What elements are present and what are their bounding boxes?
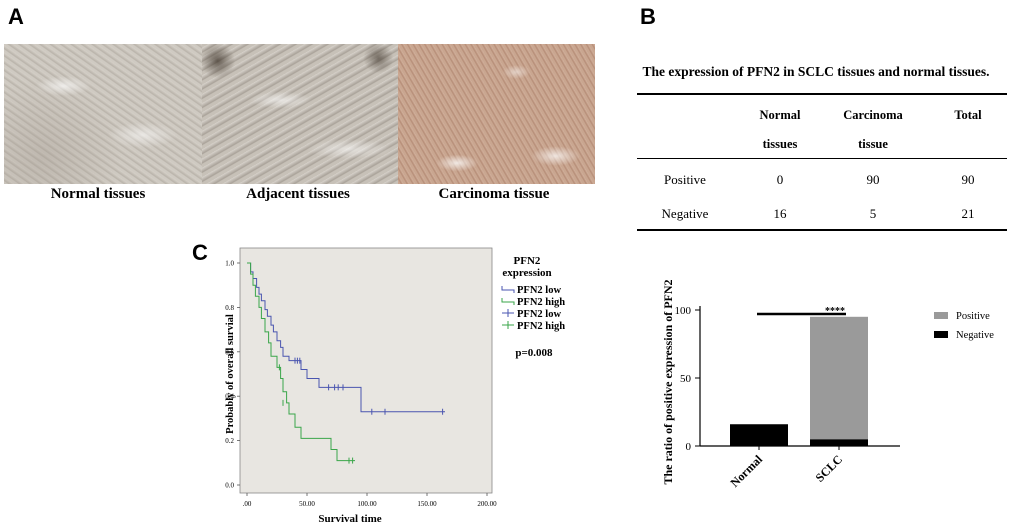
legend-censor-swatch xyxy=(502,321,514,329)
legend-entry: PFN2 low xyxy=(517,309,561,320)
panel-label-c: C xyxy=(192,240,208,265)
legend-line-swatch xyxy=(501,286,515,293)
cell-total: 90 xyxy=(961,172,975,187)
bar-category-label: Normal xyxy=(727,452,765,490)
y-tick-label: 0.4 xyxy=(225,393,234,401)
bar-y-tick-label: 0 xyxy=(686,441,692,453)
header-normal-line1: Normal xyxy=(759,108,801,122)
p-value-annotation: p=0.008 xyxy=(515,347,553,359)
x-tick-label: .00 xyxy=(243,500,252,508)
pfn2-low-survival-curve xyxy=(247,262,445,413)
y-tick-label: 0.0 xyxy=(225,482,234,490)
plot-background xyxy=(239,247,493,494)
x-tick-label: 150.00 xyxy=(417,500,437,508)
bar-legend-label: Negative xyxy=(956,330,994,341)
normal-tissues-caption: Normal tissues xyxy=(50,186,146,202)
significance-stars: **** xyxy=(825,306,845,317)
bar-y-tick-label: 100 xyxy=(675,305,692,317)
pfn2-high-survival-curve xyxy=(247,262,355,462)
carcinoma-tissue-caption: Carcinoma tissue xyxy=(438,186,550,202)
table-title: The expression of PFN2 in SCLC tissues a… xyxy=(642,64,990,79)
bar-negative-normal xyxy=(730,424,788,446)
row-label: Negative xyxy=(661,206,709,221)
bar-y-axis-label: The ratio of positive expression of PFN2 xyxy=(661,279,675,484)
legend-entry: PFN2 low xyxy=(517,285,561,296)
cell-normal: 0 xyxy=(776,172,784,187)
bar-legend-swatch xyxy=(934,331,948,338)
table-header-rule xyxy=(637,158,1007,159)
x-tick-label: 200.00 xyxy=(477,500,497,508)
panel-label-b: B xyxy=(640,4,656,29)
adjacent-tissues-caption: Adjacent tissues xyxy=(246,186,350,202)
x-tick-label: 50.00 xyxy=(299,500,315,508)
y-tick-label: 0.2 xyxy=(225,437,234,445)
normal-tissue-image xyxy=(4,44,202,184)
header-carcinoma-line2: tissue xyxy=(858,137,888,151)
legend-censor-swatch xyxy=(502,309,514,317)
legend-title-line1: PFN2 xyxy=(514,255,541,267)
carcinoma-tissue-image xyxy=(398,44,595,184)
panel-label-a: A xyxy=(8,4,24,29)
header-total: Total xyxy=(954,108,982,122)
bar-legend-swatch xyxy=(934,312,948,319)
cell-carcinoma: 5 xyxy=(869,206,877,221)
bar-positive-sclc xyxy=(810,316,868,440)
cell-total: 21 xyxy=(961,206,975,221)
header-carcinoma-line1: Carcinoma xyxy=(843,108,903,122)
y-tick-label: 1.0 xyxy=(225,260,234,268)
y-axis-label: Probably of overall survial xyxy=(225,314,236,434)
table-bottom-rule xyxy=(637,229,1007,231)
cell-carcinoma: 90 xyxy=(866,172,880,187)
adjacent-tissue-image xyxy=(202,44,398,184)
legend-entry: PFN2 high xyxy=(517,321,565,332)
y-tick-label: 0.6 xyxy=(225,348,234,356)
bar-category-label: SCLC xyxy=(813,452,846,485)
x-axis-label: Survival time xyxy=(318,513,381,525)
y-tick-label: 0.8 xyxy=(225,304,234,312)
legend-title-line2: expression xyxy=(502,267,551,279)
table-top-rule xyxy=(637,93,1007,95)
legend-entry: PFN2 high xyxy=(517,297,565,308)
header-normal-line2: tissues xyxy=(762,137,798,151)
bar-y-tick-label: 50 xyxy=(680,373,692,385)
row-label: Positive xyxy=(664,172,706,187)
cell-normal: 16 xyxy=(773,206,787,221)
km-survival-chart: .00 50.00 100.00 150.00 200.00 0.0 0.2 0.4 0.6 0.… xyxy=(225,247,565,525)
legend-line-swatch xyxy=(501,298,515,305)
bar-negative-sclc xyxy=(810,439,868,446)
bar-legend-label: Positive xyxy=(956,311,990,322)
positive-ratio-bar-chart: The ratio of positive expression of PFN2… xyxy=(661,279,994,490)
x-tick-label: 100.00 xyxy=(357,500,377,508)
